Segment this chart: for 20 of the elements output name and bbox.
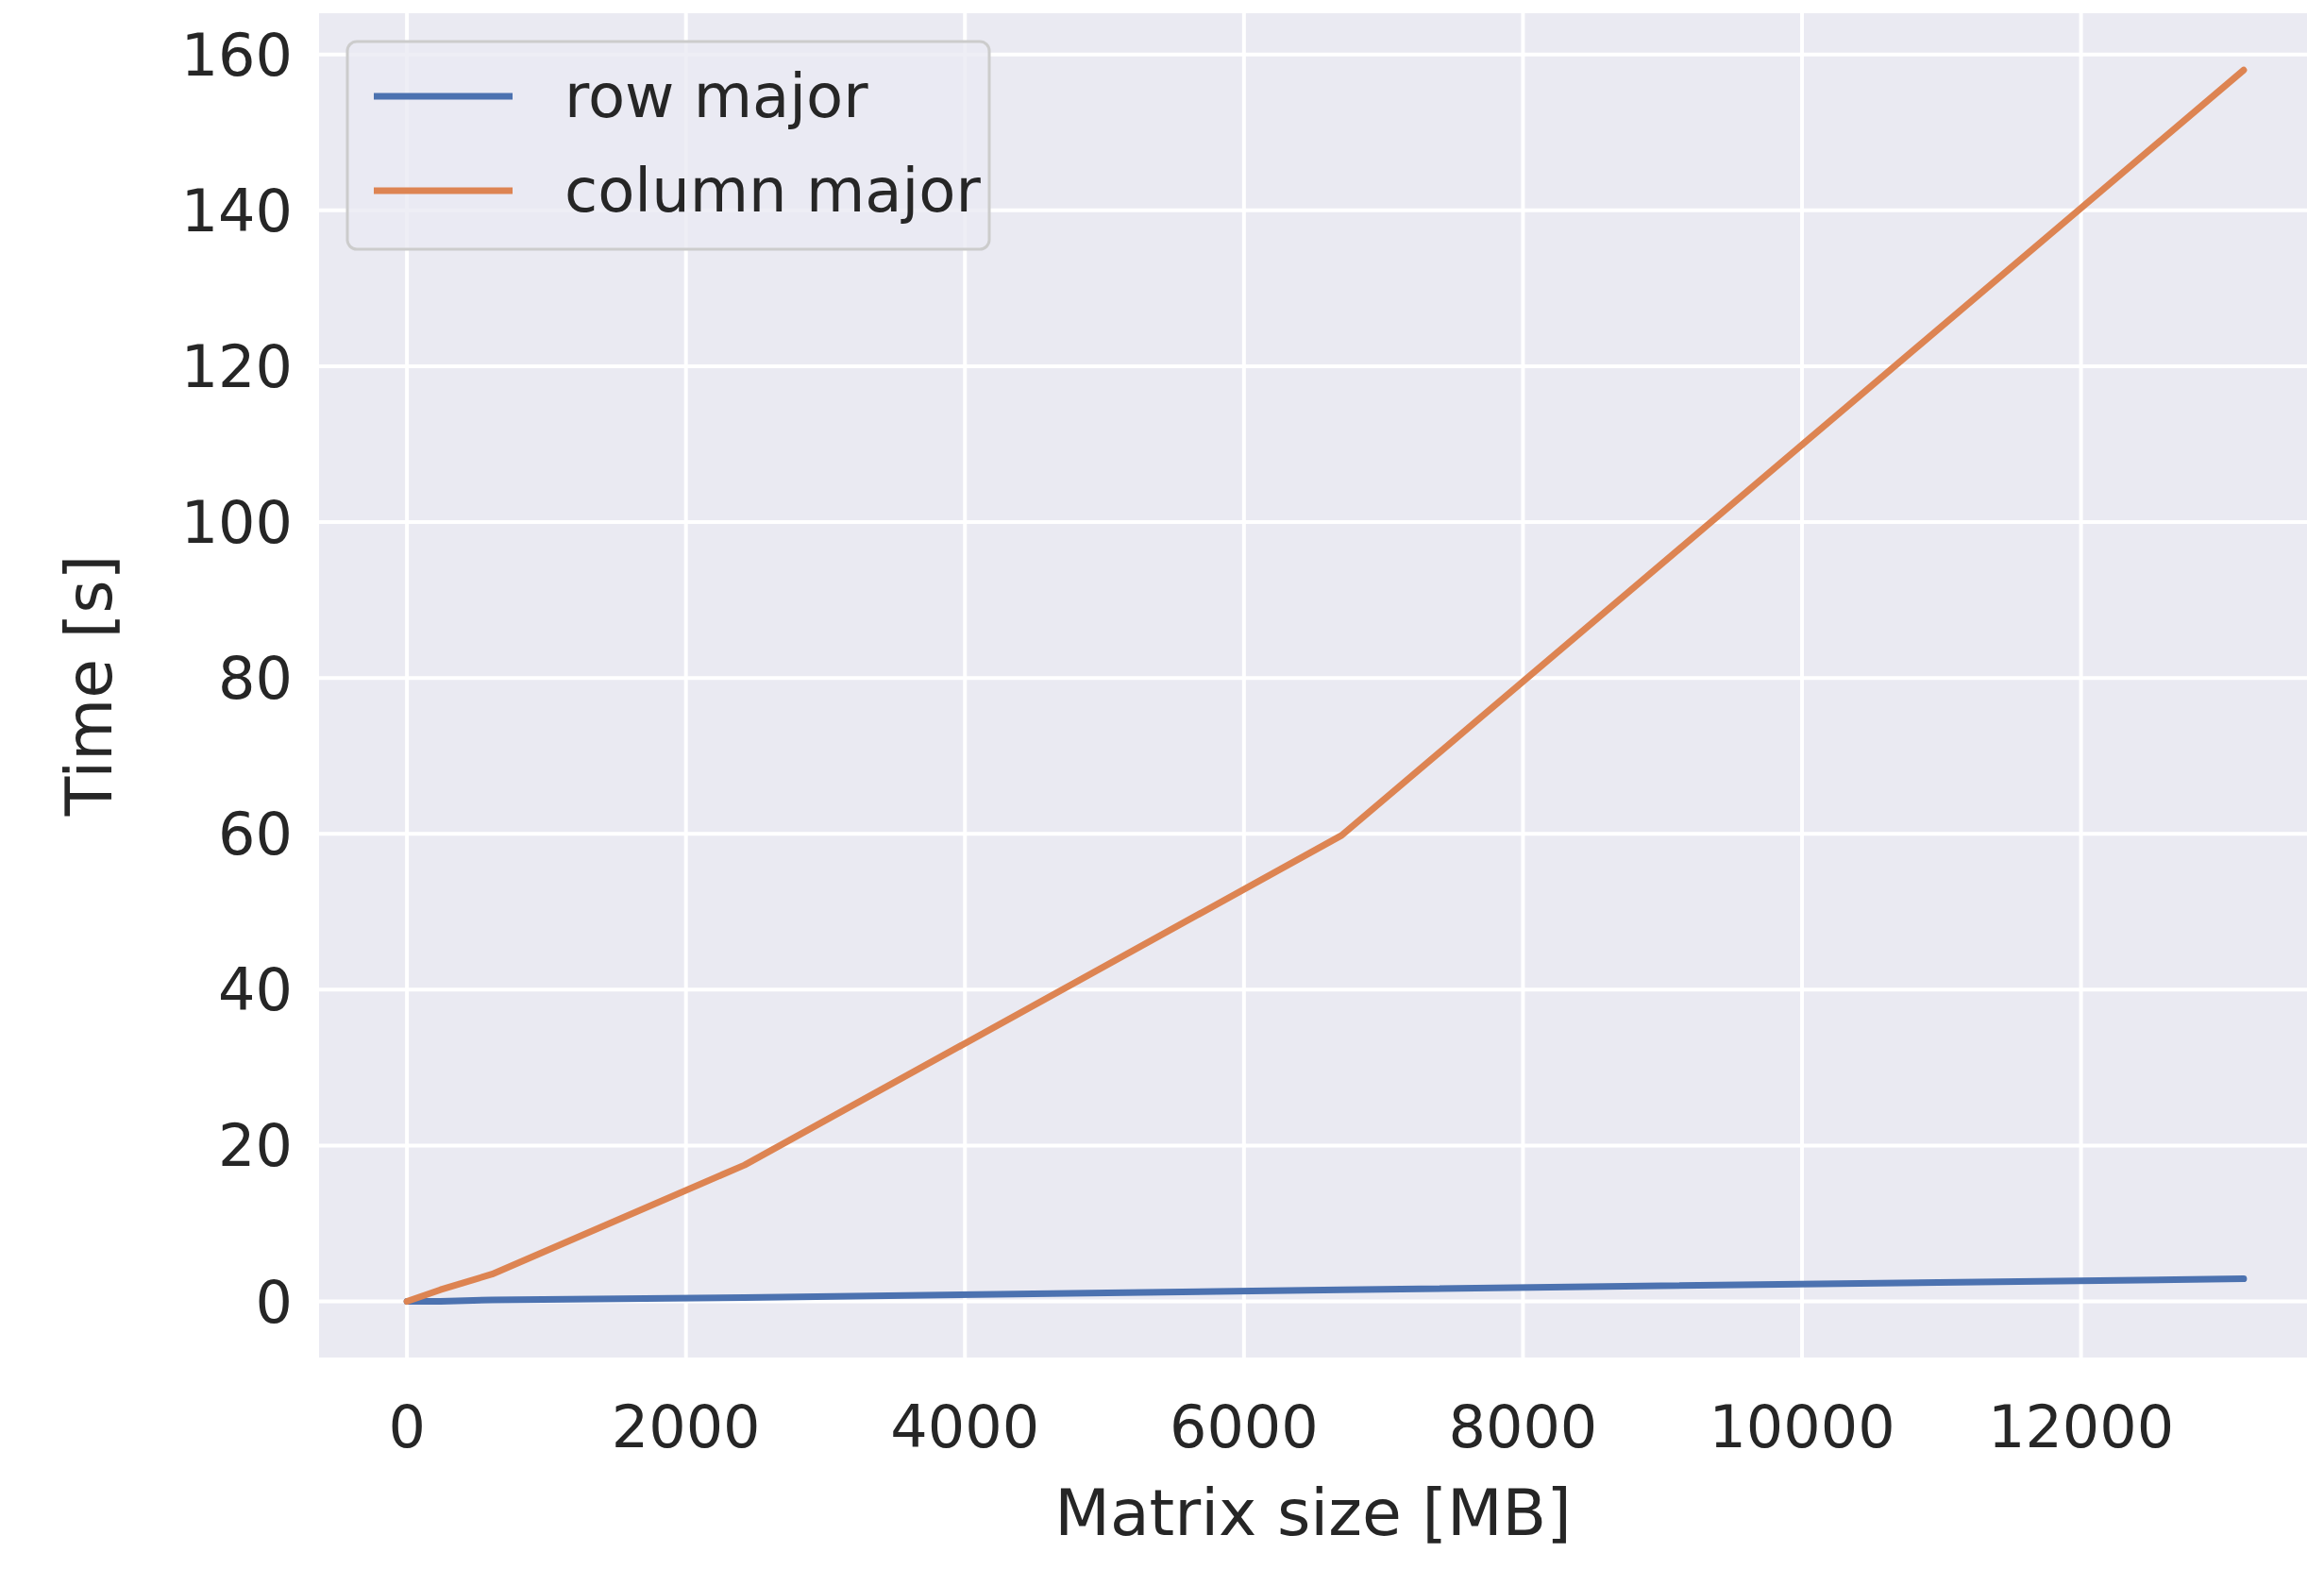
y-tick-label: 160 bbox=[180, 20, 293, 90]
x-tick-label: 4000 bbox=[890, 1392, 1040, 1461]
y-tick-label: 80 bbox=[218, 644, 293, 714]
y-tick-label: 60 bbox=[218, 800, 293, 869]
legend-label: row major bbox=[564, 61, 869, 131]
x-tick-label: 2000 bbox=[611, 1392, 761, 1461]
x-tick-label: 12000 bbox=[1987, 1392, 2175, 1461]
y-tick-label: 120 bbox=[180, 331, 293, 401]
y-tick-label: 20 bbox=[218, 1111, 293, 1181]
x-tick-label: 6000 bbox=[1169, 1392, 1319, 1461]
x-tick-label: 8000 bbox=[1448, 1392, 1598, 1461]
y-tick-label: 100 bbox=[180, 488, 293, 558]
y-axis-title: Time [s] bbox=[52, 554, 126, 818]
legend-label: column major bbox=[564, 156, 982, 226]
x-axis-title: Matrix size [MB] bbox=[1054, 1476, 1572, 1550]
x-tick-label: 0 bbox=[388, 1392, 426, 1461]
y-tick-label: 0 bbox=[255, 1267, 293, 1337]
y-tick-label: 140 bbox=[180, 176, 293, 245]
x-tick-label: 10000 bbox=[1709, 1392, 1895, 1461]
y-tick-label: 40 bbox=[218, 955, 293, 1025]
